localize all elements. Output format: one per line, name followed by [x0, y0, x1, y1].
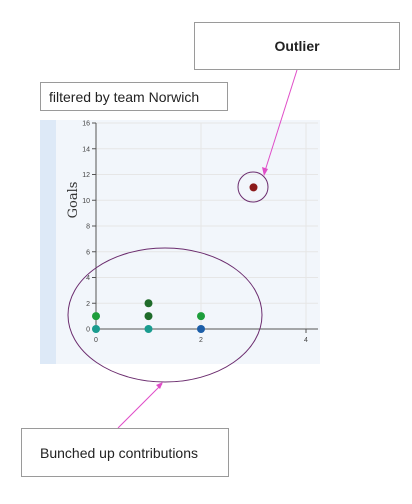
outlier-arrowhead [262, 167, 268, 176]
tick-labels: 0 2 4 6 8 10 12 14 16 0 2 4 [82, 121, 308, 345]
y-tick-label: 10 [82, 198, 90, 205]
chart-panel [40, 120, 320, 364]
filter-label: filtered by team Norwich [49, 88, 200, 105]
data-point [92, 312, 100, 321]
y-tick-label: 8 [86, 224, 90, 231]
x-tick-label: 0 [94, 337, 98, 344]
bunched-label: Bunched up contributions [40, 444, 198, 461]
data-point [144, 299, 153, 308]
y-tick-label: 14 [82, 146, 90, 153]
chart-panel-strip [40, 120, 56, 364]
y-tick-label: 12 [82, 172, 90, 179]
axes [92, 122, 318, 333]
bunched-callout-box: Bunched up contributions [21, 428, 229, 477]
y-tick-label: 6 [86, 249, 90, 256]
bunched-pointer-line [117, 383, 163, 429]
outlier-label: Outlier [274, 38, 320, 54]
outlier-circle [237, 171, 269, 203]
data-point [197, 325, 205, 333]
data-point [144, 312, 153, 321]
x-tick-label: 2 [199, 337, 203, 344]
annotation-shapes [67, 69, 298, 429]
data-point [197, 312, 205, 321]
y-tick-label: 0 [86, 327, 90, 334]
data-point [92, 325, 100, 333]
data-points [92, 183, 258, 333]
data-point [144, 325, 153, 333]
x-tick-label: 4 [304, 337, 308, 344]
grid-lines [96, 122, 318, 329]
y-tick-label: 2 [86, 301, 90, 308]
y-tick-label: 4 [86, 275, 90, 282]
y-axis-label: Goals [66, 182, 81, 219]
bunched-arrowhead [156, 382, 163, 389]
outlier-pointer-line [263, 69, 298, 175]
y-tick-label: 16 [82, 121, 90, 128]
outlier-callout-box: Outlier [194, 22, 400, 70]
bunched-ellipse [67, 247, 263, 383]
filter-label-box: filtered by team Norwich [40, 82, 228, 111]
data-point [249, 183, 258, 192]
